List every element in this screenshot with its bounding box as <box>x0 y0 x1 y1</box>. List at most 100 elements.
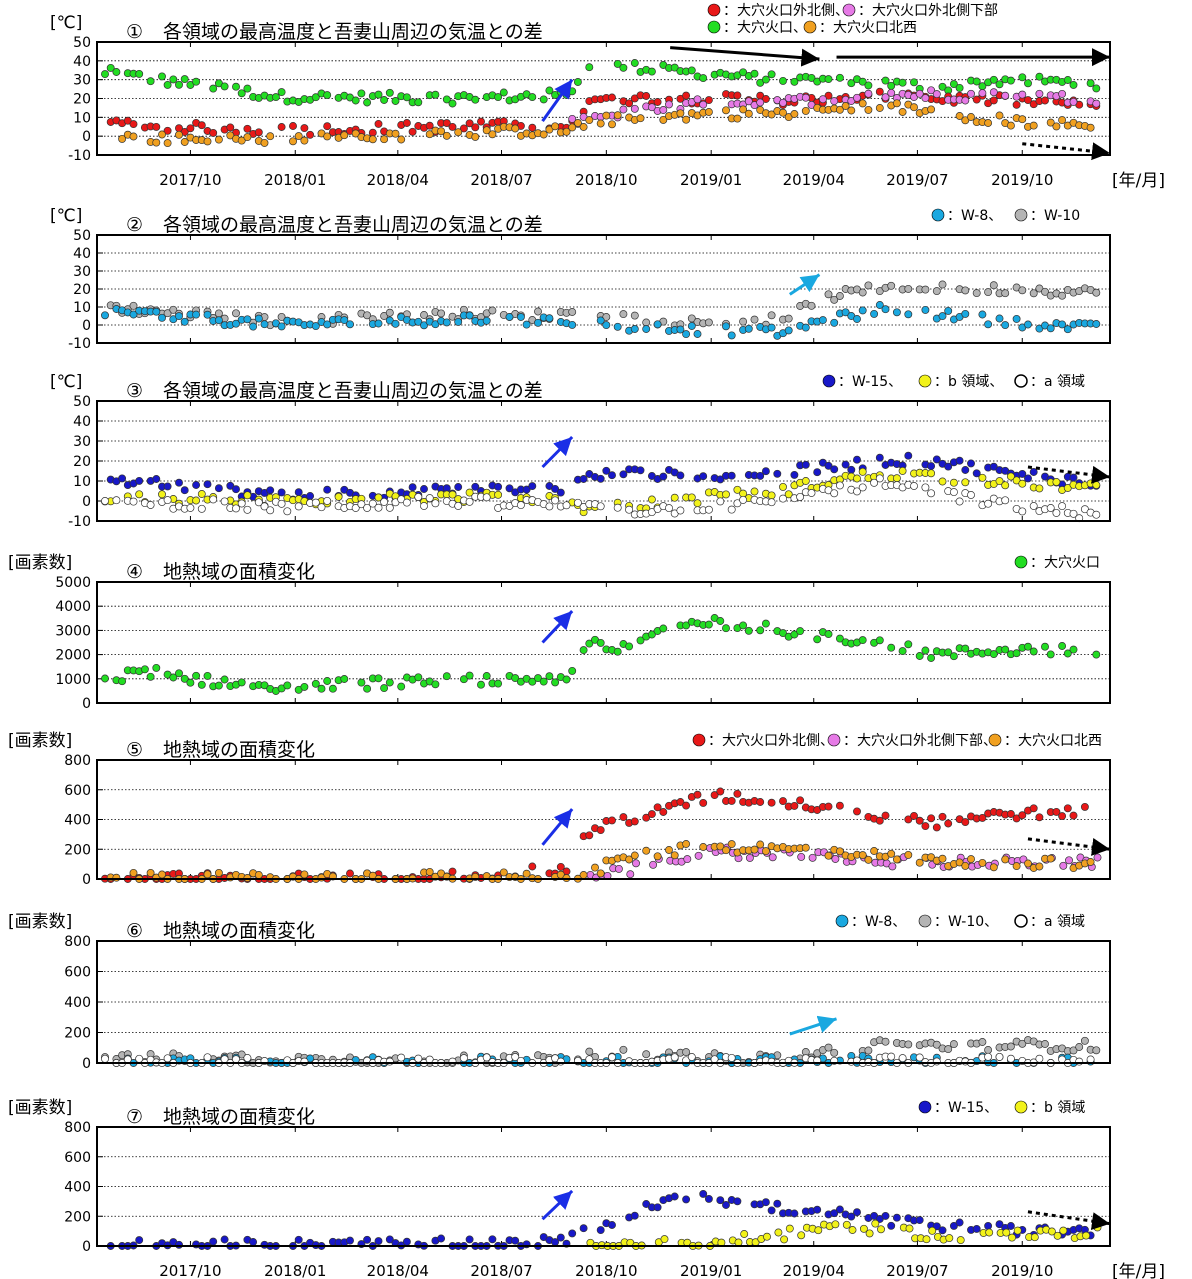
data-point <box>289 137 297 146</box>
data-point <box>881 1211 890 1220</box>
data-point <box>243 491 252 500</box>
legend-marker-orange <box>988 733 1002 747</box>
data-point <box>904 1040 913 1049</box>
data-point <box>984 1052 993 1061</box>
y-tick-label: -10 <box>68 514 91 530</box>
data-point <box>175 312 183 321</box>
data-point <box>665 504 673 513</box>
x-tick-label: 2018/07 <box>470 1262 532 1279</box>
data-point <box>511 124 520 133</box>
data-point <box>311 679 320 688</box>
data-point <box>756 626 765 635</box>
data-point <box>824 1043 833 1052</box>
data-point <box>169 75 178 84</box>
data-point <box>995 1052 1004 1061</box>
data-point <box>494 679 503 688</box>
x-tick-label: 2018/10 <box>575 171 637 189</box>
data-point <box>830 295 839 304</box>
series-green <box>101 59 1101 108</box>
data-point <box>300 682 309 691</box>
data-point <box>613 503 622 512</box>
data-point <box>385 678 394 687</box>
data-point <box>932 823 941 832</box>
data-point <box>881 811 890 820</box>
data-point <box>1052 122 1061 131</box>
data-point <box>910 103 918 112</box>
trend-arrow <box>541 808 574 846</box>
data-point <box>961 644 970 653</box>
data-point <box>659 472 668 481</box>
y-tick-label: 1000 <box>55 672 91 688</box>
data-point <box>972 289 981 298</box>
data-point <box>545 502 554 511</box>
data-point <box>995 80 1004 89</box>
data-point <box>442 95 451 104</box>
data-point <box>608 1221 616 1229</box>
data-point <box>716 497 725 506</box>
data-point <box>596 826 605 835</box>
data-point <box>727 1053 736 1062</box>
data-point <box>972 77 981 86</box>
data-point <box>1046 854 1055 863</box>
data-point <box>744 324 753 333</box>
y-tick-label: -10 <box>68 148 91 164</box>
data-point <box>471 95 480 104</box>
data-point <box>949 80 958 89</box>
data-point <box>323 485 332 494</box>
data-point <box>693 95 702 104</box>
data-point <box>859 1224 868 1233</box>
data-point <box>106 63 115 72</box>
y-tick-label: 10 <box>73 474 91 490</box>
data-point <box>653 852 662 861</box>
data-point <box>978 1038 987 1046</box>
data-point <box>494 482 503 491</box>
data-point <box>853 474 861 483</box>
data-point <box>363 684 372 693</box>
plot-frame <box>96 940 1111 1064</box>
data-point <box>1058 291 1067 300</box>
data-point <box>340 131 349 140</box>
data-point <box>260 502 269 511</box>
data-point <box>528 482 537 491</box>
legend-label: ：大穴火口 <box>1030 555 1100 571</box>
data-point <box>203 310 212 319</box>
data-point <box>374 1237 383 1246</box>
data-point <box>790 470 799 479</box>
data-point <box>585 639 594 648</box>
data-point <box>1041 642 1049 651</box>
legend-label: ：a 領域 <box>1030 913 1085 930</box>
data-point <box>135 476 144 485</box>
data-point <box>761 75 770 84</box>
y-tick-label: 50 <box>73 228 91 244</box>
data-point <box>928 1226 937 1235</box>
data-point <box>158 490 166 499</box>
data-point <box>226 131 235 140</box>
data-point <box>232 485 240 494</box>
data-point <box>516 501 525 510</box>
data-point <box>967 855 975 864</box>
data-point <box>437 1234 446 1243</box>
data-point <box>448 99 457 108</box>
data-point <box>613 59 622 68</box>
data-point <box>1006 1042 1015 1051</box>
data-point <box>1001 289 1010 298</box>
data-point <box>761 467 770 476</box>
data-point <box>830 318 839 327</box>
data-point <box>853 315 861 323</box>
data-point <box>636 114 645 123</box>
data-point <box>945 1234 954 1243</box>
chart-title: 各領域の最高温度と吾妻山周辺の気温との差 <box>163 380 543 402</box>
data-point <box>568 1229 577 1238</box>
legend-marker-green <box>707 20 721 34</box>
legend-label: ：W-8、 <box>851 914 906 930</box>
data-point <box>596 1226 605 1235</box>
data-point <box>835 634 844 643</box>
data-point <box>949 1040 958 1049</box>
data-point <box>955 1218 964 1227</box>
data-point <box>716 617 725 625</box>
data-point <box>642 92 651 100</box>
data-point <box>573 119 582 127</box>
data-point <box>1065 856 1073 865</box>
data-point <box>972 95 981 104</box>
data-point <box>528 862 537 871</box>
